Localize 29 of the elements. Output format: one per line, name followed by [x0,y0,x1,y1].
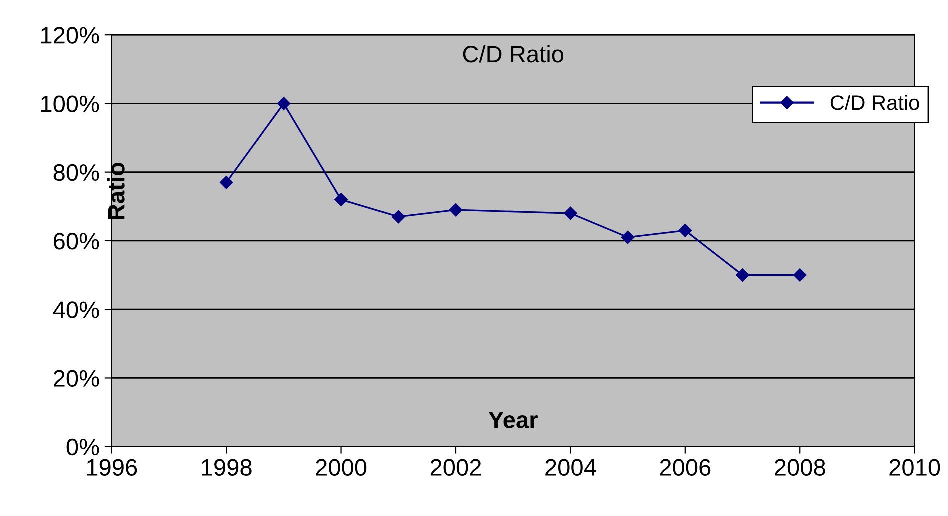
point [220,176,234,190]
x-tick-label: 1996 [87,459,138,476]
y-tick-label: 60% [54,233,100,250]
y-tick-label: 120% [41,27,100,44]
x-tick-label: 2002 [430,459,482,476]
x-tick-label: 2008 [775,459,826,476]
point [736,268,750,282]
y-tick-label: 80% [54,164,100,182]
point [621,230,635,244]
point [678,224,692,238]
point [334,193,348,206]
x-tick-label: 2004 [546,459,596,476]
y-axis-title: Ratio [108,162,125,220]
y-tick-label: 100% [41,96,100,113]
x-axis-title: Year [488,412,538,428]
x-tick-label: 2000 [316,459,367,476]
point [794,268,807,282]
point [392,210,406,224]
point [564,206,578,220]
x-tick-label: 1998 [202,459,252,476]
point [277,97,291,110]
y-tick-label: 40% [53,302,100,318]
x-tick-label: 2006 [660,459,711,476]
point [449,204,463,217]
chart-title: C/D Ratio [463,45,564,63]
legend-label: C/D Ratio [830,95,920,110]
y-tick-label: 0% [66,438,100,456]
y-tick-label: 20% [54,370,100,388]
x-tick-label: 2010 [890,459,940,476]
